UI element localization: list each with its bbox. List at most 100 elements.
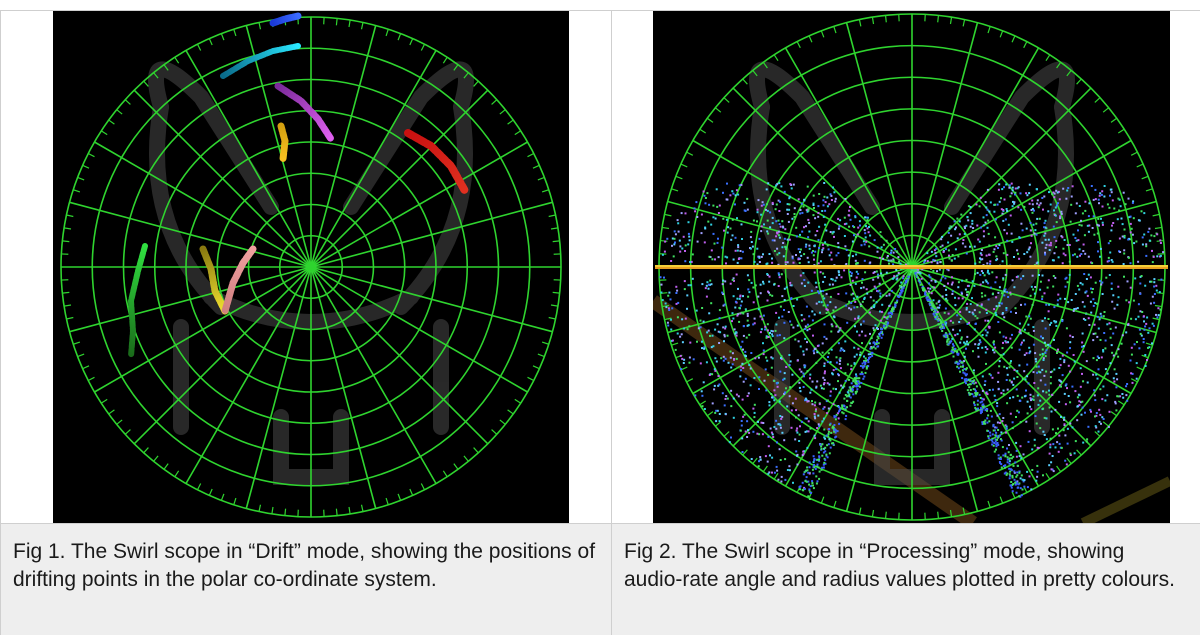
scatter-point (1009, 214, 1012, 217)
scatter-point (805, 225, 807, 228)
scatter-point (963, 360, 965, 363)
edge-point (986, 429, 989, 432)
scatter-point (831, 372, 834, 375)
edge-point (804, 480, 807, 483)
scatter-point (689, 341, 692, 344)
edge-point (830, 442, 833, 445)
scatter-point (775, 184, 778, 187)
scatter-point (799, 233, 801, 236)
scatter-point (788, 203, 791, 206)
scatter-point (1004, 424, 1007, 427)
scatter-point (944, 323, 947, 326)
scatter-point (921, 268, 924, 271)
scatter-point (668, 309, 671, 311)
edge-point (1011, 476, 1014, 479)
scatter-point (1084, 252, 1087, 255)
scatter-point (849, 283, 852, 286)
scatter-point (819, 290, 822, 293)
scatter-point (724, 412, 727, 415)
scatter-point (1089, 276, 1092, 279)
scatter-point (994, 236, 997, 239)
scatter-point (1016, 480, 1019, 483)
scatter-point (830, 199, 833, 201)
scatter-point (753, 317, 756, 320)
grid-tick (1152, 213, 1160, 217)
edge-point (863, 375, 866, 378)
scatter-point (960, 213, 963, 216)
edge-point (960, 361, 963, 364)
scatter-point (984, 279, 987, 282)
edge-point (937, 319, 940, 322)
scatter-point (691, 277, 694, 280)
edge-point (816, 465, 819, 468)
scatter-point (710, 283, 713, 286)
scatter-point (953, 220, 956, 223)
edge-point (849, 387, 852, 390)
scatter-point (758, 376, 761, 379)
scatter-point (981, 295, 984, 298)
scatter-point (1015, 449, 1018, 452)
edge-point (992, 429, 995, 432)
polar-grid (60, 16, 562, 518)
scatter-point (873, 329, 875, 332)
edge-point (832, 443, 835, 446)
scatter-point (972, 350, 974, 353)
scatter-point (1044, 383, 1047, 386)
scatter-point (778, 276, 781, 279)
scatter-point (740, 311, 743, 314)
edge-point (878, 334, 881, 337)
scatter-point (798, 433, 801, 436)
scatter-point (1076, 396, 1079, 399)
scatter-point (961, 279, 964, 282)
scatter-point (1006, 373, 1009, 376)
scatter-point (1109, 188, 1112, 191)
scatter-point (866, 219, 869, 222)
edge-point (859, 373, 862, 376)
scatter-point (1150, 280, 1153, 283)
edge-point (880, 330, 883, 333)
edge-point (1005, 473, 1008, 476)
edge-point (861, 373, 864, 376)
scatter-point (1016, 249, 1019, 252)
edge-point (874, 343, 876, 346)
scatter-point (1058, 442, 1061, 445)
scatter-point (1049, 437, 1052, 440)
scatter-point (750, 241, 753, 243)
grid-tick (420, 43, 426, 51)
scatter-point (1082, 243, 1085, 246)
edge-point (814, 467, 817, 470)
edge-point (994, 440, 997, 443)
scatter-point (853, 306, 856, 309)
edge-point (987, 414, 990, 417)
scatter-point (778, 400, 781, 403)
scatter-point (814, 401, 817, 404)
scatter-point (676, 289, 679, 292)
scatter-point (1101, 223, 1104, 226)
grid-tick (1011, 491, 1016, 499)
scatter-point (703, 194, 706, 197)
edge-point (1013, 470, 1016, 473)
scatter-point (799, 390, 802, 393)
scatter-point (947, 231, 950, 234)
grid-tick (499, 419, 506, 425)
scatter-point (808, 472, 811, 475)
edge-point (870, 347, 873, 350)
scatter-point (1050, 468, 1053, 471)
scatter-point (1006, 388, 1009, 391)
scatter-point (771, 239, 774, 242)
grid-tick (675, 175, 683, 180)
scatter-point (1051, 393, 1054, 396)
scatter-point (667, 324, 670, 327)
edge-point (939, 326, 941, 329)
scatter-point (1138, 328, 1141, 331)
scatter-point (1025, 389, 1027, 392)
scatter-point (775, 203, 778, 206)
scatter-point (730, 389, 733, 392)
scatter-point (1009, 195, 1012, 198)
scatter-point (876, 250, 879, 253)
scatter-point (1064, 384, 1067, 387)
scatter-point (1148, 327, 1151, 330)
scatter-point (778, 316, 780, 319)
scatter-point (726, 256, 729, 259)
edge-point (999, 456, 1002, 459)
